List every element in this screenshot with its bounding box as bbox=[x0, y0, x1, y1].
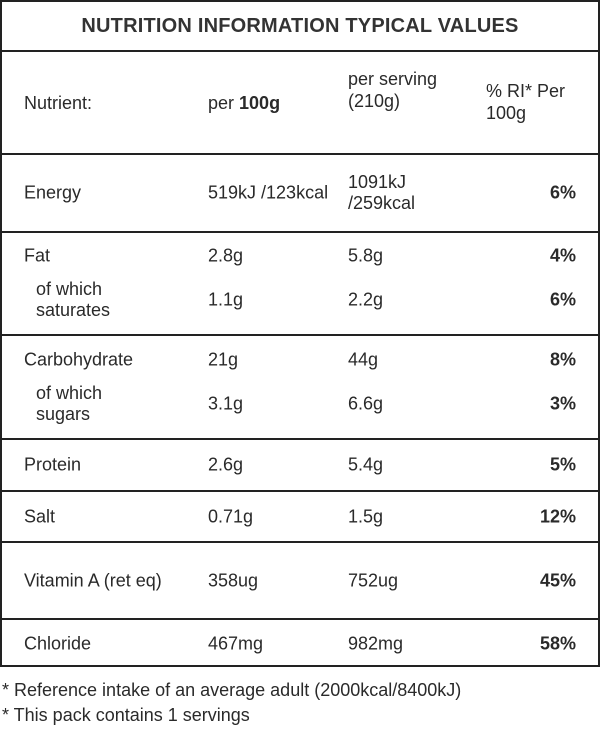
value-per-serving: 1.5g bbox=[348, 506, 384, 526]
header-ri: % RI* Per 100g bbox=[486, 81, 566, 123]
group-chloride: Chloride 467mg 982mg 58% bbox=[2, 620, 598, 667]
nutrient-name: Carbohydrate bbox=[24, 349, 134, 369]
value-per-100g: 2.6g bbox=[208, 454, 244, 475]
value-per-100g: 519kJ /123kcal bbox=[208, 182, 329, 203]
group-energy: Energy 519kJ /123kcal 1091kJ /259kcal 6% bbox=[2, 155, 598, 233]
footnotes: * Reference intake of an average adult (… bbox=[2, 678, 461, 728]
table-row: of which sugars 3.1g 6.6g 3% bbox=[2, 383, 598, 425]
footnote-reference-intake: * Reference intake of an average adult (… bbox=[2, 680, 462, 700]
value-per-serving: 5.4g bbox=[348, 454, 384, 475]
group-vitamin-a: Vitamin A (ret eq) 358ug 752ug 45% bbox=[2, 543, 598, 620]
header-per-100g-prefix: per bbox=[208, 93, 240, 113]
value-ri: 6% bbox=[549, 182, 576, 203]
table-row: Protein 2.6g 5.4g 5% bbox=[2, 440, 598, 490]
value-per-100g: 358ug bbox=[208, 570, 259, 590]
nutrient-name: Protein bbox=[24, 454, 82, 475]
nutrient-name: Salt bbox=[24, 506, 56, 526]
header-nutrient: Nutrient: bbox=[24, 93, 93, 113]
value-per-serving: 2.2g bbox=[348, 289, 384, 309]
value-ri: 3% bbox=[549, 393, 576, 414]
header-row: Nutrient: per 100g per serving (210g) % … bbox=[2, 52, 598, 155]
table-row: Energy 519kJ /123kcal 1091kJ /259kcal 6% bbox=[2, 155, 598, 231]
value-per-serving: 1091kJ /259kcal bbox=[348, 172, 416, 213]
group-salt: Salt 0.71g 1.5g 12% bbox=[2, 492, 598, 543]
value-per-100g: 3.1g bbox=[208, 393, 244, 414]
value-per-serving: 6.6g bbox=[348, 393, 384, 414]
value-per-serving: 44g bbox=[348, 349, 379, 369]
value-ri: 12% bbox=[539, 506, 576, 526]
nutrition-table: NUTRITION INFORMATION TYPICAL VALUES Nut… bbox=[0, 0, 600, 667]
value-ri: 6% bbox=[549, 289, 576, 309]
value-per-serving: 752ug bbox=[348, 570, 399, 590]
table-title: NUTRITION INFORMATION TYPICAL VALUES bbox=[2, 2, 598, 52]
group-carbohydrate: Carbohydrate 21g 44g 8% of which sugars … bbox=[2, 336, 598, 440]
value-per-100g: 2.8g bbox=[208, 245, 244, 265]
nutrient-name: Vitamin A (ret eq) bbox=[24, 570, 162, 590]
table-row: Chloride 467mg 982mg 58% bbox=[2, 620, 598, 667]
nutrient-name: of which saturates bbox=[36, 278, 111, 320]
table-row: of which saturates 1.1g 2.2g 6% bbox=[2, 278, 598, 321]
header-per-100g: per 100g bbox=[208, 92, 280, 114]
table-row: Salt 0.71g 1.5g 12% bbox=[2, 492, 598, 541]
nutrient-name: of which sugars bbox=[36, 383, 103, 424]
header-per-100g-amount: 100g bbox=[239, 93, 281, 113]
table-row: Vitamin A (ret eq) 358ug 752ug 45% bbox=[2, 543, 598, 618]
value-ri: 4% bbox=[549, 245, 576, 265]
group-fat: Fat 2.8g 5.8g 4% of which saturates 1.1g… bbox=[2, 233, 598, 336]
nutrient-name: Chloride bbox=[24, 633, 92, 653]
nutrient-name: Energy bbox=[24, 182, 82, 203]
nutrient-name: Fat bbox=[24, 245, 51, 265]
value-ri: 8% bbox=[549, 349, 576, 369]
header-per-serving: per serving (210g) bbox=[348, 69, 438, 111]
group-protein: Protein 2.6g 5.4g 5% bbox=[2, 440, 598, 492]
value-ri: 58% bbox=[539, 633, 576, 653]
value-per-serving: 982mg bbox=[348, 633, 404, 653]
value-per-100g: 1.1g bbox=[208, 289, 244, 309]
table-row: Carbohydrate 21g 44g 8% bbox=[2, 336, 598, 383]
value-per-100g: 0.71g bbox=[208, 506, 254, 526]
value-per-serving: 5.8g bbox=[348, 245, 384, 265]
footnote-servings: * This pack contains 1 servings bbox=[2, 705, 250, 725]
value-per-100g: 467mg bbox=[208, 633, 264, 653]
value-ri: 5% bbox=[549, 454, 576, 475]
value-per-100g: 21g bbox=[208, 349, 239, 369]
value-ri: 45% bbox=[539, 570, 576, 590]
table-row: Fat 2.8g 5.8g 4% bbox=[2, 233, 598, 278]
